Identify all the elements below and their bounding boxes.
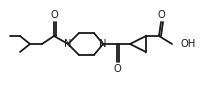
- Text: N: N: [99, 39, 107, 49]
- Text: O: O: [113, 64, 121, 74]
- Text: N: N: [64, 39, 72, 49]
- Text: OH: OH: [181, 39, 196, 49]
- Text: O: O: [50, 10, 58, 20]
- Text: O: O: [157, 10, 165, 20]
